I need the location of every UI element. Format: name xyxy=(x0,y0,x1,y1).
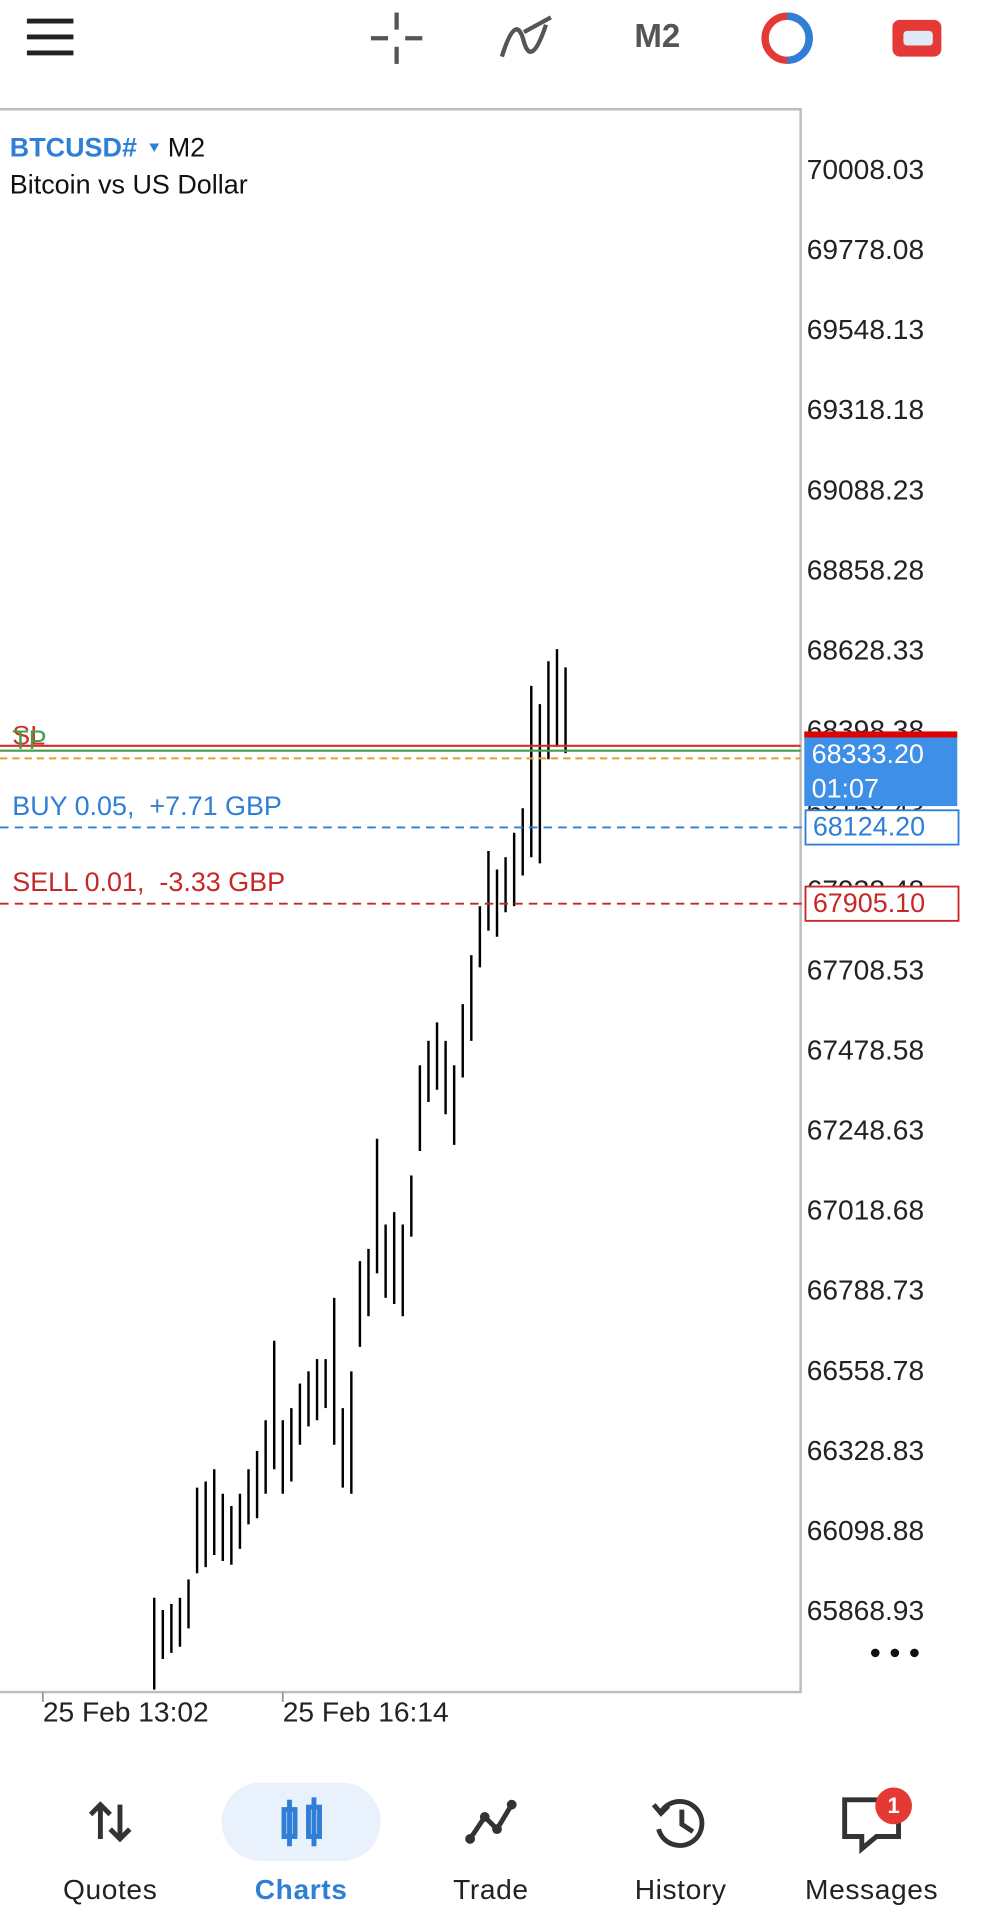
history-icon xyxy=(651,1798,705,1848)
y-tick-label: 67478.58 xyxy=(807,1035,924,1066)
order-label: BUY 0.05, +7.71 GBP xyxy=(12,791,282,821)
y-tick-label: 66328.83 xyxy=(807,1435,924,1466)
y-tick-label: 69088.23 xyxy=(807,474,924,505)
indicators-button[interactable] xyxy=(499,15,552,58)
one-click-button[interactable] xyxy=(761,12,813,64)
quotes-icon xyxy=(88,1801,132,1843)
nav-label[interactable]: Trade xyxy=(453,1874,529,1905)
order-price-box xyxy=(804,809,960,846)
x-tick-label: 25 Feb 13:02 xyxy=(43,1697,209,1728)
order-label: SELL 0.01, -3.33 GBP xyxy=(12,867,285,897)
y-tick-label: 68628.33 xyxy=(807,634,924,665)
level-label: SL xyxy=(12,720,45,750)
y-tick-label: 69318.18 xyxy=(807,394,924,425)
y-tick-label: 70008.03 xyxy=(807,154,924,185)
level-label: TP xyxy=(12,725,46,755)
chart-frame xyxy=(0,107,802,1694)
countdown: 01:07 xyxy=(812,773,879,803)
y-tick-label: 67248.63 xyxy=(807,1115,924,1146)
symbol[interactable]: BTCUSD# xyxy=(10,133,137,163)
y-tick-label: 67018.68 xyxy=(807,1195,924,1226)
current-price-label: 68333.20 xyxy=(812,739,924,769)
badge-count: 1 xyxy=(888,1793,900,1818)
y-tick-label: 66558.78 xyxy=(807,1355,924,1386)
timeframe-button[interactable]: M2 xyxy=(634,18,680,55)
nav-label[interactable]: Charts xyxy=(255,1874,348,1905)
nav-label[interactable]: Quotes xyxy=(63,1874,157,1905)
nav-label[interactable]: History xyxy=(635,1874,727,1905)
trade-button[interactable] xyxy=(892,19,942,57)
trade-icon xyxy=(465,1799,517,1844)
current-price-box xyxy=(804,737,958,807)
y-tick-label: 68858.28 xyxy=(807,554,924,585)
crosshair-button[interactable] xyxy=(370,12,423,64)
y-tick-label: 66098.88 xyxy=(807,1515,924,1546)
menu-button[interactable] xyxy=(26,18,74,56)
symbol-dropdown[interactable] xyxy=(149,143,160,153)
ask-marker xyxy=(804,731,958,738)
active-tab-pill xyxy=(221,1782,381,1861)
charts-icon xyxy=(281,1797,322,1847)
y-tick-label: 65868.93 xyxy=(807,1595,924,1626)
chart-timeframe: M2 xyxy=(168,133,205,163)
symbol-description: Bitcoin vs US Dollar xyxy=(10,169,248,199)
y-tick-label: 69548.13 xyxy=(807,314,924,345)
badge xyxy=(875,1787,912,1825)
x-tick-label: 25 Feb 16:14 xyxy=(283,1697,449,1728)
order-price-box xyxy=(804,885,960,922)
y-tick-label: 67708.53 xyxy=(807,955,924,986)
nav-label[interactable]: Messages xyxy=(805,1874,938,1905)
more-button[interactable] xyxy=(870,1648,919,1658)
y-tick-label: 66788.73 xyxy=(807,1275,924,1306)
y-tick-label: 69778.08 xyxy=(807,234,924,265)
order-price-label: 67905.10 xyxy=(813,888,925,918)
order-price-label: 68124.20 xyxy=(813,812,925,842)
